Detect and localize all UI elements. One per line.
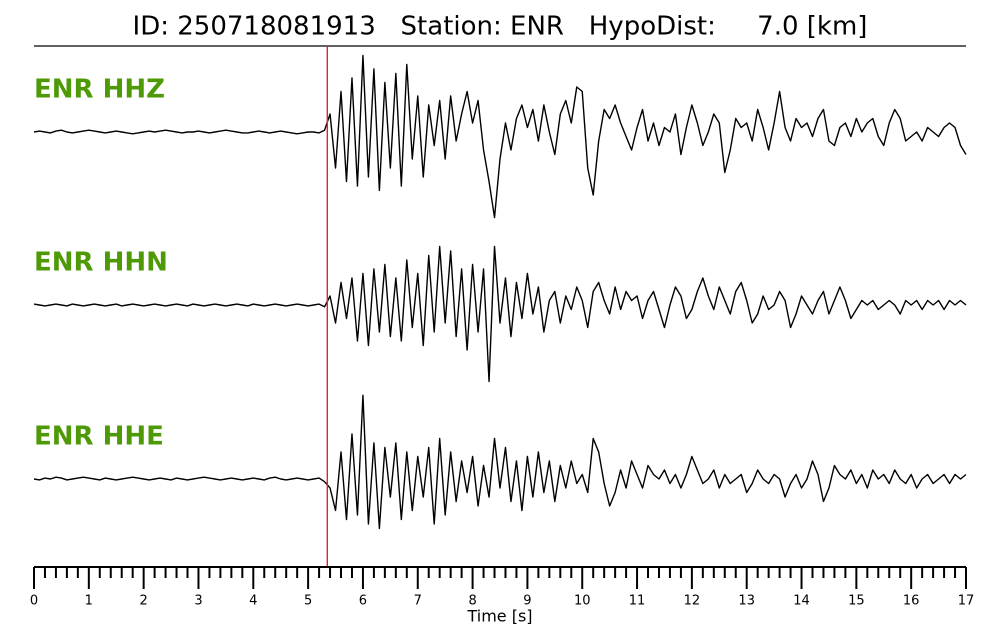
x-tick-label: 6 xyxy=(359,594,367,609)
x-tick-label: 1 xyxy=(85,594,93,609)
waveform xyxy=(33,54,967,219)
x-tick-label: 9 xyxy=(523,594,531,609)
x-tick-label: 5 xyxy=(304,594,312,609)
chart-title: ID: 250718081913 Station: ENR HypoDist: … xyxy=(133,12,868,42)
x-tick-label: 11 xyxy=(629,594,646,609)
waveform xyxy=(33,394,967,530)
trace-label: ENR HHE xyxy=(34,422,164,452)
x-tick-label: 4 xyxy=(249,594,257,609)
x-tick-label: 7 xyxy=(414,594,422,609)
x-tick-label: 8 xyxy=(468,594,476,609)
x-tick-label: 15 xyxy=(848,594,865,609)
x-tick-label: 14 xyxy=(793,594,810,609)
x-tick-label: 13 xyxy=(738,594,755,609)
x-axis-label: Time [s] xyxy=(466,607,532,626)
x-tick-label: 12 xyxy=(684,594,701,609)
x-tick-label: 0 xyxy=(30,594,38,609)
x-tick-label: 2 xyxy=(140,594,148,609)
x-tick-label: 16 xyxy=(903,594,920,609)
x-tick-label: 17 xyxy=(958,594,975,609)
waveform xyxy=(33,245,967,383)
x-tick-label: 10 xyxy=(574,594,591,609)
trace-label: ENR HHZ xyxy=(34,75,165,105)
trace-label: ENR HHN xyxy=(34,248,168,278)
x-tick-label: 3 xyxy=(194,594,202,609)
